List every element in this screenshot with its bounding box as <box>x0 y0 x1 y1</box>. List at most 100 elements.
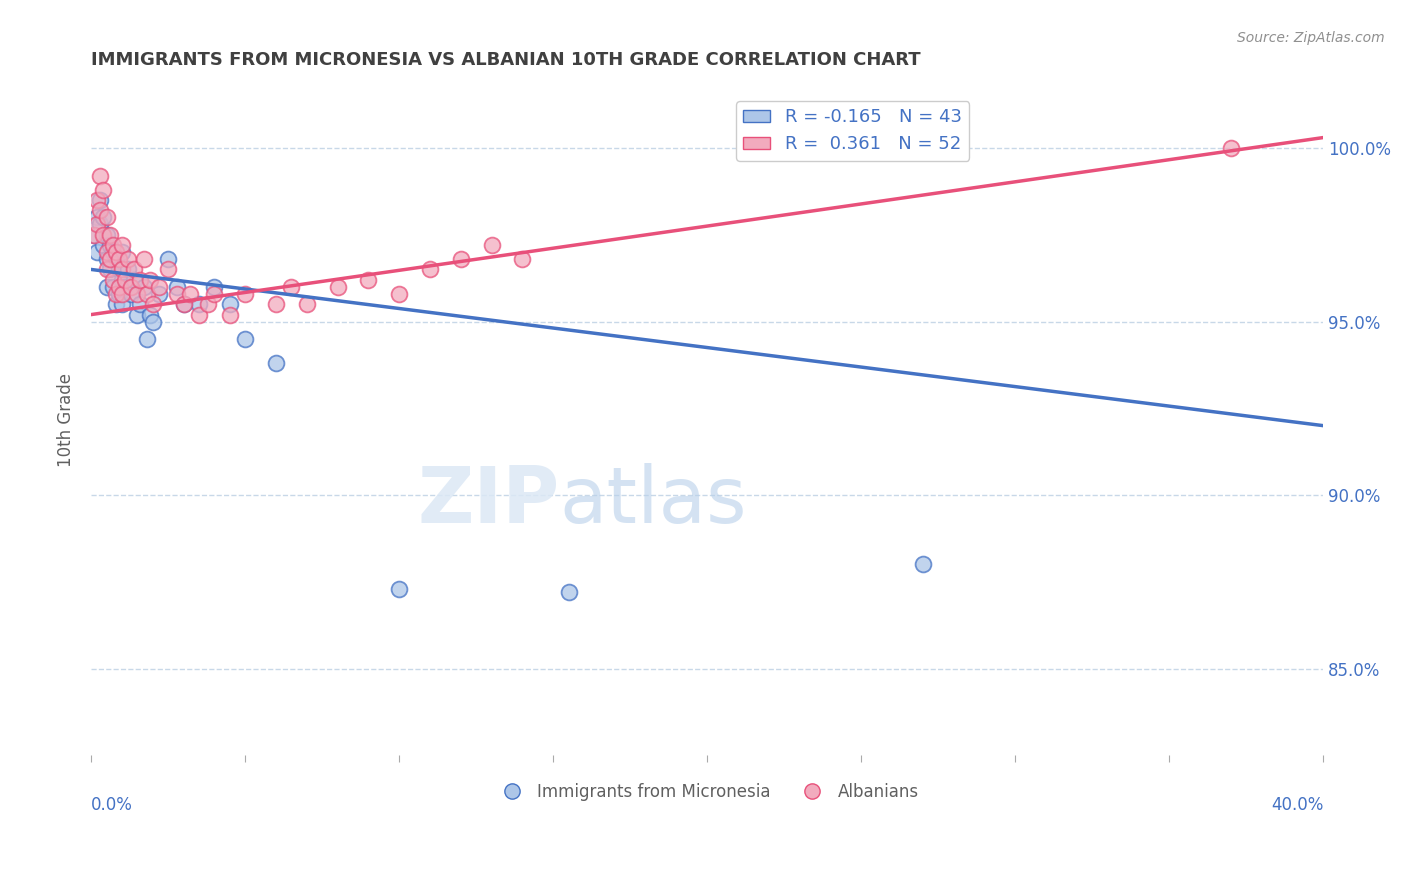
Point <box>117 252 139 266</box>
Text: IMMIGRANTS FROM MICRONESIA VS ALBANIAN 10TH GRADE CORRELATION CHART: IMMIGRANTS FROM MICRONESIA VS ALBANIAN 1… <box>91 51 921 69</box>
Point <box>138 273 160 287</box>
Point <box>135 332 157 346</box>
Point <box>89 218 111 232</box>
Point <box>108 252 131 266</box>
Point <box>127 286 149 301</box>
Point <box>357 273 380 287</box>
Point <box>117 262 139 277</box>
Point <box>96 280 118 294</box>
Point <box>98 262 121 277</box>
Point <box>188 308 211 322</box>
Text: atlas: atlas <box>560 463 747 539</box>
Point <box>104 286 127 301</box>
Point <box>142 314 165 328</box>
Point <box>157 262 180 277</box>
Point <box>450 252 472 266</box>
Point <box>111 273 134 287</box>
Point <box>173 297 195 311</box>
Point <box>111 286 134 301</box>
Point <box>188 297 211 311</box>
Point <box>388 286 411 301</box>
Point <box>280 280 302 294</box>
Point <box>114 273 136 287</box>
Point <box>83 227 105 242</box>
Point <box>481 238 503 252</box>
Point <box>83 227 105 242</box>
Point <box>911 558 934 572</box>
Point <box>166 286 188 301</box>
Point <box>98 238 121 252</box>
Point <box>86 218 108 232</box>
Point <box>93 227 115 242</box>
Point <box>98 227 121 242</box>
Point <box>388 582 411 596</box>
Text: Source: ZipAtlas.com: Source: ZipAtlas.com <box>1237 31 1385 45</box>
Point <box>419 262 441 277</box>
Point <box>264 297 287 311</box>
Point <box>142 297 165 311</box>
Point <box>122 262 145 277</box>
Legend: Immigrants from Micronesia, Albanians: Immigrants from Micronesia, Albanians <box>489 776 925 807</box>
Point <box>96 227 118 242</box>
Point <box>108 286 131 301</box>
Point <box>96 262 118 277</box>
Text: ZIP: ZIP <box>418 463 560 539</box>
Point <box>202 280 225 294</box>
Point <box>104 297 127 311</box>
Point <box>129 273 152 287</box>
Point <box>89 193 111 207</box>
Point <box>93 183 115 197</box>
Y-axis label: 10th Grade: 10th Grade <box>58 374 75 467</box>
Point <box>96 245 118 260</box>
Point <box>157 252 180 266</box>
Point <box>512 252 534 266</box>
Point <box>218 297 240 311</box>
Point <box>111 238 134 252</box>
Point <box>86 211 108 225</box>
Point <box>179 286 201 301</box>
Point <box>93 238 115 252</box>
Point <box>1219 141 1241 155</box>
Point <box>233 332 256 346</box>
Point <box>120 286 142 301</box>
Point <box>101 280 124 294</box>
Point <box>148 280 170 294</box>
Point <box>93 211 115 225</box>
Point <box>96 252 118 266</box>
Point <box>197 297 219 311</box>
Point <box>98 252 121 266</box>
Point <box>120 280 142 294</box>
Point <box>218 308 240 322</box>
Point <box>129 297 152 311</box>
Point <box>89 203 111 218</box>
Point <box>122 273 145 287</box>
Point <box>264 356 287 370</box>
Point <box>101 273 124 287</box>
Point <box>557 585 579 599</box>
Text: 0.0%: 0.0% <box>91 796 134 814</box>
Point <box>295 297 318 311</box>
Point <box>326 280 349 294</box>
Point <box>108 262 131 277</box>
Point <box>233 286 256 301</box>
Point <box>148 286 170 301</box>
Point <box>166 280 188 294</box>
Point <box>114 280 136 294</box>
Point <box>108 280 131 294</box>
Point <box>202 286 225 301</box>
Point <box>132 252 155 266</box>
Point <box>132 280 155 294</box>
Point <box>104 245 127 260</box>
Point <box>89 169 111 183</box>
Point <box>111 262 134 277</box>
Point <box>101 245 124 260</box>
Text: 40.0%: 40.0% <box>1271 796 1323 814</box>
Point <box>173 297 195 311</box>
Point <box>104 252 127 266</box>
Point <box>111 297 134 311</box>
Point <box>101 238 124 252</box>
Point <box>138 308 160 322</box>
Point <box>86 245 108 260</box>
Point <box>96 211 118 225</box>
Point <box>111 245 134 260</box>
